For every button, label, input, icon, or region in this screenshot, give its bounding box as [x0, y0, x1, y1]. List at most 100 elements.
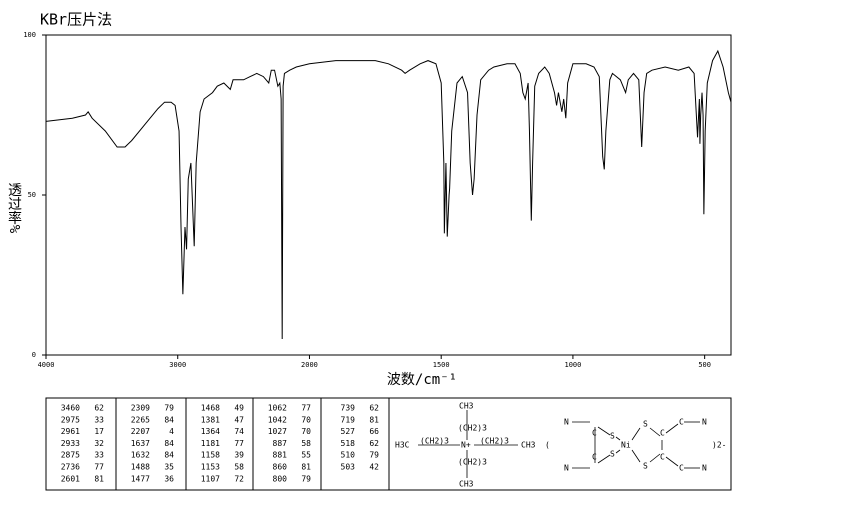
peak-transmittance: 58 [301, 439, 311, 448]
peak-wavenumber: 2875 [61, 451, 80, 460]
bond [597, 426, 611, 436]
atom-label: S [643, 420, 648, 429]
peak-wavenumber: 1153 [201, 463, 220, 472]
peak-wavenumber: 800 [273, 474, 288, 483]
peak-transmittance: 33 [94, 415, 104, 424]
peak-transmittance: 84 [164, 439, 174, 448]
peak-transmittance: 81 [301, 463, 311, 472]
atom-label: CH3 [521, 441, 536, 450]
spectrum-line [45, 49, 732, 340]
atom-label: S [610, 432, 615, 441]
peak-transmittance: 70 [301, 415, 311, 424]
peak-transmittance: 81 [369, 415, 379, 424]
bond [665, 456, 679, 467]
bond [649, 453, 661, 463]
peak-wavenumber: 2933 [61, 439, 80, 448]
peak-transmittance: 58 [234, 463, 244, 472]
x-tick-label: 3000 [169, 361, 186, 369]
peak-transmittance: 70 [301, 427, 311, 436]
peak-wavenumber: 1637 [131, 439, 150, 448]
peak-wavenumber: 527 [341, 427, 356, 436]
atom-label: )2- [712, 441, 726, 450]
atom-label: N+ [461, 441, 471, 450]
y-tick-label: 100 [23, 31, 36, 39]
peak-transmittance: 72 [234, 474, 244, 483]
peak-wavenumber: 1468 [201, 404, 220, 413]
peak-transmittance: 84 [164, 451, 174, 460]
chart-title: KBr压片法 [40, 11, 112, 29]
bond [615, 449, 621, 454]
bond [649, 427, 661, 437]
y-axis-label: 透过率% [6, 183, 22, 234]
peak-wavenumber: 2309 [131, 404, 150, 413]
peak-wavenumber: 719 [341, 415, 356, 424]
peak-transmittance: 79 [164, 404, 174, 413]
peak-transmittance: 4 [169, 427, 174, 436]
peak-wavenumber: 1381 [201, 415, 220, 424]
peak-transmittance: 74 [234, 427, 244, 436]
peak-transmittance: 32 [94, 439, 104, 448]
atom-label: N [702, 418, 707, 427]
bond [597, 454, 611, 464]
atom-label: CH3 [459, 402, 474, 411]
bond [631, 427, 641, 441]
atom-label: C [660, 429, 665, 438]
atom-label: S [610, 450, 615, 459]
peak-transmittance: 66 [369, 427, 379, 436]
bond [665, 423, 679, 434]
peak-transmittance: 42 [369, 463, 379, 472]
peak-wavenumber: 2736 [61, 463, 80, 472]
atom-label: (CH2)3 [420, 437, 449, 446]
peak-wavenumber: 860 [273, 463, 288, 472]
atom-label: C [679, 418, 684, 427]
peak-wavenumber: 2265 [131, 415, 150, 424]
plot: 4000 3000 2000 1500 1000 500 0 50 100 [23, 31, 732, 369]
peak-wavenumber: 1364 [201, 427, 220, 436]
peak-transmittance: 77 [234, 439, 244, 448]
atom-label: (CH2)3 [458, 424, 487, 433]
peak-transmittance: 49 [234, 404, 244, 413]
peak-wavenumber: 1107 [201, 474, 220, 483]
atom-label: Ni [621, 441, 631, 450]
atom-label: C [679, 464, 684, 473]
x-tick-label: 500 [698, 361, 711, 369]
x-tick-label: 4000 [38, 361, 55, 369]
peak-transmittance: 39 [234, 451, 244, 460]
peak-transmittance: 62 [369, 404, 379, 413]
peak-transmittance: 77 [301, 404, 311, 413]
atom-label: (CH2)3 [480, 437, 509, 446]
peak-wavenumber: 2207 [131, 427, 150, 436]
atom-label: N [564, 418, 569, 427]
peak-wavenumber: 881 [273, 451, 288, 460]
peak-wavenumber: 1042 [268, 415, 287, 424]
peak-transmittance: 62 [94, 404, 104, 413]
peak-transmittance: 81 [94, 474, 104, 483]
peak-wavenumber: 1477 [131, 474, 150, 483]
atom-label: C [592, 429, 597, 438]
peak-wavenumber: 503 [341, 463, 356, 472]
peak-transmittance: 62 [369, 439, 379, 448]
peak-wavenumber: 2961 [61, 427, 80, 436]
peak-wavenumber: 2601 [61, 474, 80, 483]
atom-label: N [702, 464, 707, 473]
peak-wavenumber: 1488 [131, 463, 150, 472]
bond [631, 449, 641, 463]
atom-label: CH3 [459, 480, 474, 489]
peak-transmittance: 84 [164, 415, 174, 424]
atom-label: N [564, 464, 569, 473]
peak-wavenumber: 887 [273, 439, 288, 448]
structure [418, 410, 700, 478]
peak-wavenumber: 1158 [201, 451, 220, 460]
peak-transmittance: 79 [301, 474, 311, 483]
peak-transmittance: 33 [94, 451, 104, 460]
peak-transmittance: 36 [164, 474, 174, 483]
atom-label: S [643, 462, 648, 471]
peak-transmittance: 47 [234, 415, 244, 424]
peak-transmittance: 55 [301, 451, 311, 460]
atom-label: C [660, 453, 665, 462]
peak-wavenumber: 1062 [268, 404, 287, 413]
peak-wavenumber: 739 [341, 404, 356, 413]
y-tick-label: 0 [32, 351, 36, 359]
peak-transmittance: 35 [164, 463, 174, 472]
